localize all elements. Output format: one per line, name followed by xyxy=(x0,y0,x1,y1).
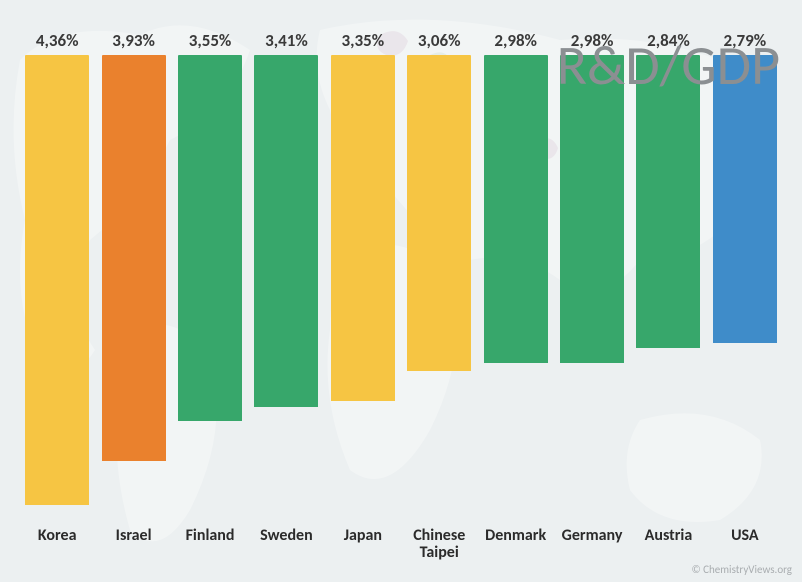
bars-row: 4,36% 3,93% 3,55% 3,41% 3,35% 3,06% 2,98% 2,98%… xyxy=(18,30,784,519)
value-label: 3,41% xyxy=(265,30,308,51)
x-axis-label: Sweden xyxy=(253,527,319,562)
value-label: 3,93% xyxy=(112,30,155,51)
bar-col: 3,93% xyxy=(100,30,166,519)
bar xyxy=(484,55,548,363)
bar-col: 2,79% xyxy=(712,30,778,519)
value-label: 4,36% xyxy=(36,30,79,51)
x-axis-label: Finland xyxy=(177,527,243,562)
value-label: 2,84% xyxy=(647,30,690,51)
x-axis-label: Denmark xyxy=(482,527,548,562)
x-axis-labels: Korea Israel Finland Sweden Japan Chinese Tai… xyxy=(18,519,784,562)
x-axis-label: Israel xyxy=(100,527,166,562)
bar-col: 2,84% xyxy=(635,30,701,519)
bar-chart: 4,36% 3,93% 3,55% 3,41% 3,35% 3,06% 2,98% 2,98%… xyxy=(0,0,802,582)
bar xyxy=(331,55,395,401)
bar-col: 3,35% xyxy=(330,30,396,519)
bar-col: 3,55% xyxy=(177,30,243,519)
bar xyxy=(254,55,318,407)
bar-col: 3,41% xyxy=(253,30,319,519)
value-label: 3,35% xyxy=(342,30,385,51)
bar xyxy=(407,55,471,371)
value-label: 2,98% xyxy=(571,30,614,51)
bar-col: 3,06% xyxy=(406,30,472,519)
x-axis-label: Germany xyxy=(559,527,625,562)
x-axis-label: Japan xyxy=(330,527,396,562)
bar xyxy=(102,55,166,461)
value-label: 3,55% xyxy=(189,30,232,51)
bar xyxy=(713,55,777,343)
value-label: 2,98% xyxy=(494,30,537,51)
bar-col: 2,98% xyxy=(482,30,548,519)
x-axis-label: Austria xyxy=(635,527,701,562)
bar xyxy=(560,55,624,363)
value-label: 2,79% xyxy=(724,30,767,51)
x-axis-label: Korea xyxy=(24,527,90,562)
x-axis-label: USA xyxy=(712,527,778,562)
value-label: 3,06% xyxy=(418,30,461,51)
bar xyxy=(25,55,89,505)
bar xyxy=(636,55,700,348)
bar xyxy=(178,55,242,421)
x-axis-label: Chinese Taipei xyxy=(406,527,472,562)
bar-col: 4,36% xyxy=(24,30,90,519)
bar-col: 2,98% xyxy=(559,30,625,519)
